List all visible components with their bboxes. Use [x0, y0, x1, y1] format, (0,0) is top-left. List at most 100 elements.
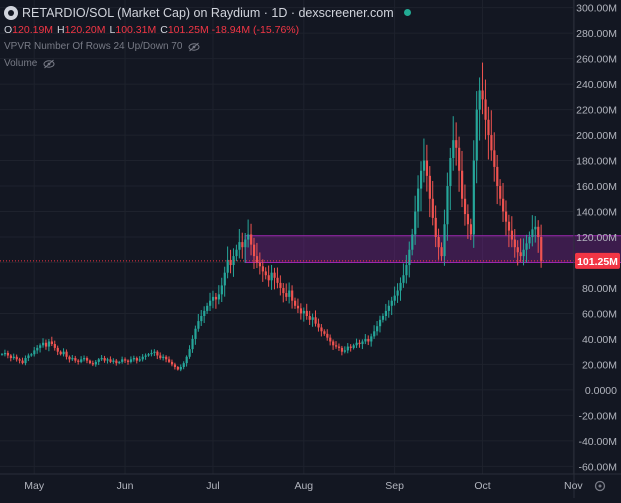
candle-body	[109, 359, 112, 362]
candle-body	[42, 342, 45, 346]
candle-body	[314, 317, 317, 324]
candle-body	[241, 242, 244, 248]
candle-body	[185, 356, 188, 364]
candle-body	[270, 272, 273, 281]
candle-body	[302, 310, 305, 314]
token-logo-icon	[4, 5, 18, 20]
candle-body	[250, 234, 253, 245]
candle-body	[71, 358, 74, 360]
candle-body	[83, 358, 86, 360]
candle-body	[53, 344, 56, 348]
candle-body	[408, 249, 411, 266]
candle-body	[1, 354, 4, 356]
candle-body	[335, 345, 338, 347]
candle-body	[393, 295, 396, 301]
candle-body	[252, 244, 256, 257]
candle-body	[308, 316, 311, 320]
ohlc-low-key: L	[109, 23, 116, 36]
candle-body	[88, 360, 92, 364]
candle-body	[159, 355, 162, 359]
candle-body	[504, 211, 508, 222]
eye-hidden-icon[interactable]	[188, 42, 200, 52]
candle-body	[126, 360, 130, 362]
candle-body	[39, 345, 42, 348]
y-tick-label: 240.00M	[576, 79, 617, 91]
y-tick-label: 40.00M	[582, 334, 617, 346]
candle-body	[452, 140, 455, 158]
candle-body	[85, 358, 89, 361]
candle-body	[364, 338, 367, 342]
candle-body	[288, 290, 291, 297]
candle-body	[496, 166, 499, 187]
candle-body	[18, 359, 21, 361]
candle-body	[332, 341, 335, 346]
x-tick-label: Jul	[206, 480, 219, 492]
candle-body	[3, 352, 7, 355]
candle-body	[33, 350, 36, 355]
candle-body	[472, 160, 475, 235]
ohlc-high-value: 120.20M	[64, 23, 106, 36]
indicator-volume-label: Volume	[4, 58, 38, 69]
y-tick-label: 280.00M	[576, 28, 617, 40]
candle-body	[419, 170, 423, 189]
support-zone-rect	[244, 235, 621, 263]
candle-body	[144, 355, 147, 357]
candle-body	[6, 352, 10, 356]
y-tick-label: 60.00M	[582, 308, 617, 320]
candle-body	[36, 347, 39, 351]
candle-body	[226, 259, 229, 273]
candle-body	[165, 356, 168, 360]
candle-body	[173, 364, 177, 367]
candle-body	[244, 239, 247, 248]
candle-body	[399, 282, 402, 291]
indicator-vpvr[interactable]: VPVR Number Of Rows 24 Up/Down 70	[4, 38, 411, 55]
x-tick-label: Aug	[294, 480, 313, 492]
candle-body	[519, 252, 522, 257]
candle-body	[405, 265, 408, 276]
candle-body	[425, 160, 429, 176]
candle-body	[129, 359, 133, 362]
chart-legend: RETARDIO/SOL (Market Cap) on Raydium · 1…	[4, 4, 411, 72]
indicator-vpvr-label: VPVR Number Of Rows 24 Up/Down 70	[4, 41, 183, 52]
candle-body	[59, 351, 62, 355]
eye-hidden-icon[interactable]	[43, 59, 55, 69]
y-tick-label: 140.00M	[576, 207, 617, 219]
candle-body	[232, 256, 235, 266]
candle-body	[235, 249, 238, 257]
candle-body	[358, 342, 361, 345]
indicator-volume[interactable]: Volume	[4, 55, 411, 72]
candle-body	[443, 224, 446, 257]
candle-body	[97, 359, 100, 362]
candle-body	[197, 321, 200, 329]
candle-body	[478, 90, 481, 110]
candle-body	[317, 323, 320, 328]
candle-body	[507, 221, 511, 231]
candle-body	[396, 290, 399, 296]
candle-body	[100, 358, 103, 360]
candle-body	[214, 296, 218, 300]
candle-body	[170, 361, 174, 365]
x-tick-label: May	[24, 480, 45, 492]
candle-body	[323, 331, 326, 334]
candle-body	[30, 354, 33, 356]
candle-body	[463, 198, 467, 215]
settings-gear-icon[interactable]	[594, 480, 606, 492]
candle-body	[141, 356, 144, 360]
candle-body	[481, 90, 484, 100]
candle-body	[455, 140, 458, 148]
x-tick-label: Nov	[564, 480, 583, 492]
candle-body	[203, 310, 206, 316]
candle-body	[349, 346, 352, 348]
candle-body	[80, 359, 83, 362]
candle-body	[311, 317, 314, 320]
ohlc-close-value: 101.25M -18.94M (-15.76%)	[167, 23, 300, 36]
title-row: RETARDIO/SOL (Market Cap) on Raydium · 1…	[4, 4, 411, 21]
candle-body	[121, 359, 124, 362]
candle-body	[191, 338, 194, 350]
candle-body	[484, 99, 487, 120]
ohlc-high-key: H	[57, 23, 65, 36]
candle-body	[62, 351, 65, 355]
y-tick-label: 220.00M	[576, 105, 617, 117]
